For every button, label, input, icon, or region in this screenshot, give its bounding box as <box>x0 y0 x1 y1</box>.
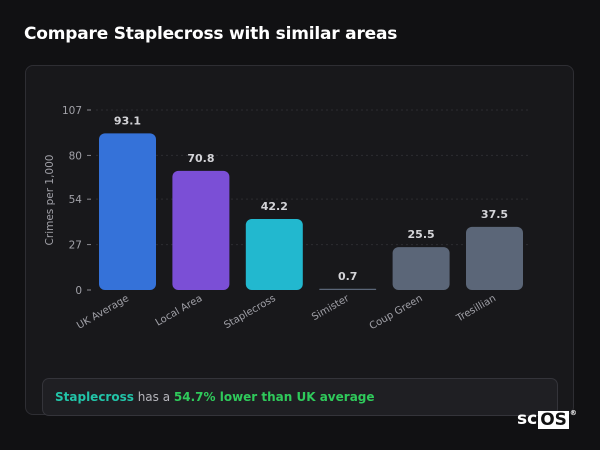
logo-text-a: sc <box>517 409 538 429</box>
x-tick-label: UK Average <box>75 293 131 332</box>
data-label: 70.8 <box>187 152 214 165</box>
summary-banner: Staplecross has a 54.7% lower than UK av… <box>42 378 558 416</box>
y-tick-label: 54 <box>69 194 83 206</box>
logo-registered-mark: ® <box>569 409 577 417</box>
bar-tresillian <box>466 226 523 290</box>
x-tick-label: Local Area <box>154 293 205 329</box>
summary-middle: has a <box>133 390 174 404</box>
bar-local-area <box>172 170 230 290</box>
y-tick-label: 27 <box>69 240 82 252</box>
page-title: Compare Staplecross with similar areas <box>24 24 398 44</box>
bar-simister <box>319 288 377 290</box>
data-label: 42.2 <box>261 200 288 213</box>
x-tick-label: Tresillian <box>454 293 498 325</box>
data-label: 25.5 <box>408 228 435 241</box>
summary-result: 54.7% lower than UK average <box>173 390 375 404</box>
bar-staplecross <box>245 219 303 290</box>
scos-logo: sc OS ® <box>517 409 577 429</box>
y-tick-label: 107 <box>62 105 82 117</box>
data-label: 93.1 <box>114 114 141 127</box>
y-axis-label: Crimes per 1,000 <box>44 155 56 246</box>
x-tick-label: Staplecross <box>222 293 277 331</box>
bar-coup-green <box>392 247 450 290</box>
y-tick-label: 80 <box>69 150 82 162</box>
data-label: 37.5 <box>481 208 508 221</box>
data-label: 0.7 <box>338 270 358 283</box>
summary-area: Staplecross <box>55 390 134 404</box>
x-tick-label: Simister <box>310 293 352 323</box>
y-tick-label: 0 <box>75 285 82 297</box>
logo-text-b: OS <box>538 410 569 430</box>
bar-uk-average <box>99 133 156 290</box>
x-tick-label: Coup Green <box>368 293 425 332</box>
